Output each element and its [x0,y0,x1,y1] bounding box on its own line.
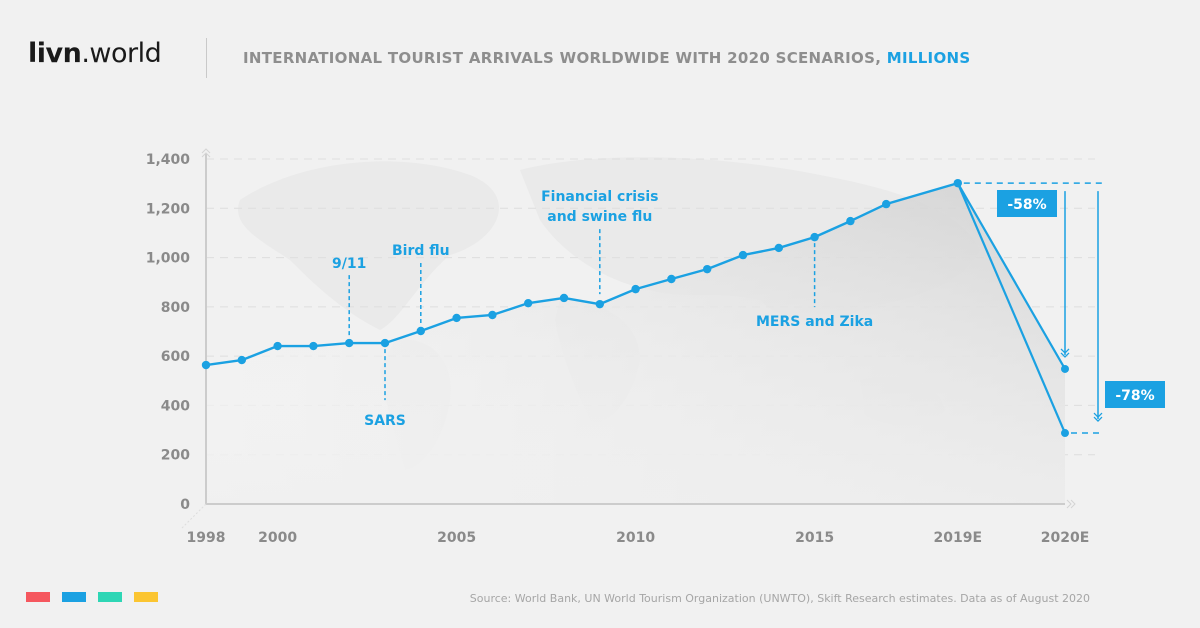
axis-origin-diagonal [180,503,207,530]
data-point [416,326,425,336]
data-point [273,341,282,351]
scenario-badge-label: -78% [1115,388,1154,404]
map-continent [238,161,499,330]
data-point [953,178,962,188]
x-tick-label: 2020E [1041,530,1090,546]
brand-swatches [26,592,158,602]
data-point [882,199,891,209]
y-tick-label: 1,400 [146,152,191,168]
data-point [524,298,533,308]
y-tick-label: 1,200 [146,201,191,217]
swatch-yellow [134,592,158,602]
data-point [667,274,676,284]
data-point [738,250,748,260]
annotation: SARS [364,349,406,429]
swatch-blue [62,592,86,602]
header-divider [206,38,207,78]
y-tick-label: 600 [161,349,190,365]
data-point [595,299,604,309]
x-axis-arrow-icon [1066,499,1076,509]
data-point [846,216,855,226]
chart-title-unit: MILLIONS [886,49,971,67]
scenario-line [956,182,1066,370]
x-tick-label: 2005 [437,530,476,546]
y-tick-label: 200 [161,448,190,464]
y-axis-ticks: 0 200 400 600 800 1,000 1,200 1,400 [146,152,191,513]
swatch-red [26,592,50,602]
annotation: MERS and Zika [756,243,873,330]
annotation-label: and swine flu [547,209,652,225]
scenario-moderate: -58% [956,182,1070,373]
annotation: 9/11 [332,256,366,338]
data-point [237,355,246,365]
annotation-label: SARS [364,413,406,429]
x-axis-ticks: 1998 2000 2005 2010 2015 2019E 2020E [187,530,1090,546]
scenario-point [1061,364,1069,373]
x-tick-label: 1998 [187,530,226,546]
chart-title-main: INTERNATIONAL TOURIST ARRIVALS WORLDWIDE… [243,49,887,67]
data-point [810,232,819,242]
series-points [201,178,962,370]
y-tick-label: 1,000 [146,251,191,267]
scenario-line [956,182,1067,434]
axes [180,148,1076,530]
scenario-badge [997,190,1057,217]
data-point [488,310,497,320]
y-tick-label: 400 [161,398,190,414]
data-point [345,338,354,348]
x-tick-label: 2015 [795,530,834,546]
data-point [631,284,640,294]
x-tick-label: 2010 [616,530,655,546]
chart-title: INTERNATIONAL TOURIST ARRIVALS WORLDWIDE… [243,49,970,67]
data-point [452,313,461,323]
data-point [309,341,318,351]
annotations: 9/11 Bird flu SARS Financial crisis and swin… [332,189,873,429]
y-tick-label: 800 [161,300,190,316]
y-axis-arrow-icon [201,148,211,158]
annotation-label: MERS and Zika [756,314,873,330]
scenario-point [1061,429,1069,438]
chevron-down-icon [1060,348,1070,358]
source-note: Source: World Bank, UN World Tourism Org… [469,592,1090,605]
y-tick-label: 0 [180,497,190,513]
annotation: Financial crisis and swine flu [541,189,659,295]
annotation: Bird flu [392,243,450,326]
x-tick-label: 2019E [934,530,983,546]
logo-bold: livn [28,38,82,69]
data-point [559,293,569,303]
data-point [703,264,712,274]
data-point [201,360,211,370]
area-fill [206,183,1065,504]
annotation-label: Financial crisis [541,189,658,205]
x-tick-label: 2000 [258,530,297,546]
data-point [774,243,783,253]
livn-world-logo: livn.world [28,38,162,69]
logo-thin: .world [81,38,162,69]
scenario-markers: -58% -78% [956,182,1165,438]
annotation-label: Bird flu [392,243,450,259]
swatch-teal [98,592,122,602]
scenario-severe: -78% [956,182,1165,438]
scenario-badge [1105,381,1165,408]
scenario-badge-label: -58% [1007,197,1046,213]
chevron-down-icon [1093,412,1103,422]
area-fill-fade [206,183,1065,504]
annotation-label: 9/11 [332,256,366,272]
data-point [380,338,390,348]
